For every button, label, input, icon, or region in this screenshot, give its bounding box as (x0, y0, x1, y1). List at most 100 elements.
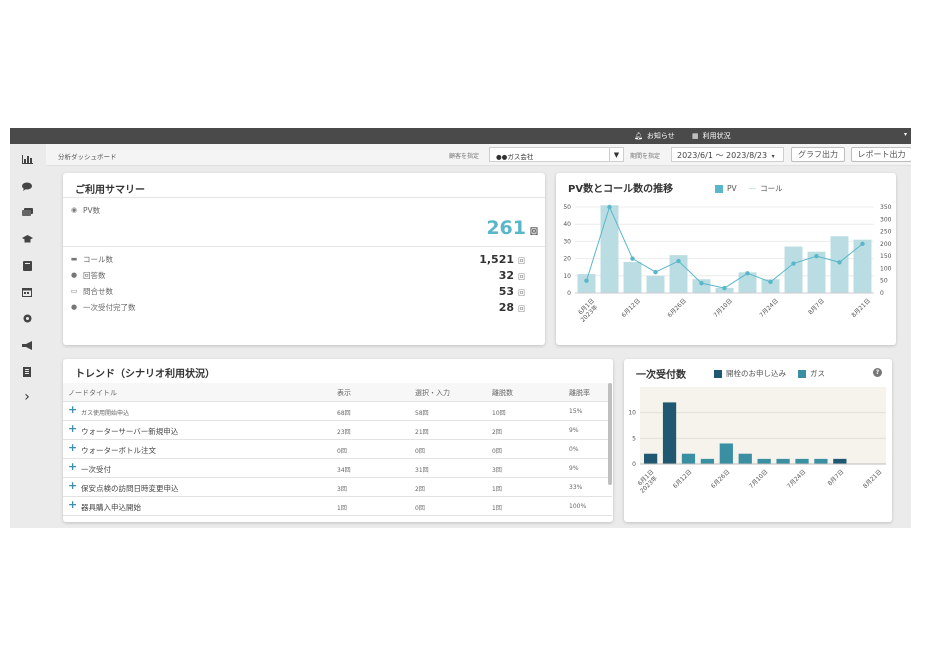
table-scrollbar[interactable] (608, 383, 612, 485)
summary-row-number: 28 (498, 300, 514, 314)
node-title: ウォーターボトル注文 (81, 446, 156, 455)
cell-shown: 1回 (337, 505, 347, 512)
y-tick-left: 50 (563, 204, 571, 211)
expand-plus-icon[interactable]: + (68, 403, 78, 416)
pv-bar (623, 262, 642, 293)
y-tick-left: 10 (563, 273, 571, 280)
document-icon[interactable] (21, 366, 33, 378)
usage-label: 利用状況 (702, 132, 731, 140)
summary-row-value: 1,521 回 (479, 253, 525, 266)
expand-plus-icon[interactable]: + (68, 422, 78, 435)
usage-link[interactable]: ▦ 利用状況 (692, 131, 731, 141)
expand-plus-icon[interactable]: + (68, 479, 78, 492)
pv-chart-title: PV数とコール数の推移 (568, 184, 674, 195)
chevron-right-icon[interactable]: › (24, 389, 30, 405)
top-bar: 🔔︎ お知らせ ▦ 利用状況 ▾ (10, 128, 911, 144)
message-icon[interactable] (21, 206, 33, 218)
call-point (676, 258, 681, 264)
cell-selected: 31回 (415, 467, 429, 474)
cell-shown: 23回 (337, 429, 351, 436)
chat-icon: ▬ (70, 255, 78, 263)
cell-rate: 9% (569, 465, 579, 472)
summary-row-label: コール数 (83, 254, 113, 264)
summary-panel: ご利用サマリー ◉ PV数 261 回 ▬ コール数 1,521 回 ● 回答数 32 回 ▭ 問合… (63, 173, 545, 345)
table-row[interactable]: + ウォーターサーバー新規申込 23回 21回 2回 9% (63, 421, 612, 440)
pv-number: 261 (486, 217, 526, 239)
period-caret-icon: ▾ (771, 153, 775, 160)
chat-icon[interactable] (21, 180, 33, 192)
mail-icon: ▭ (70, 287, 78, 295)
x-tick: 7月24日 (758, 297, 780, 319)
filter-bar: 分析ダッシュボード 顧客を指定 ●●ガス会社 ▼ 期間を指定 2023/6/1 … (46, 144, 911, 166)
expand-plus-icon[interactable]: + (68, 498, 78, 511)
open-bar (662, 402, 677, 464)
table-row[interactable]: + 保安点検の訪問日時変更申込 3回 2回 1回 33% (63, 478, 612, 497)
cell-exits: 2回 (492, 429, 502, 436)
cell-rate: 33% (569, 484, 583, 491)
summary-row-number: 32 (498, 268, 514, 282)
user-check-icon: ● (70, 303, 78, 311)
table-row[interactable]: + ガス使用開始申込 68回 58回 10回 15% (63, 402, 612, 421)
gas-bar (757, 458, 771, 464)
menu-caret-icon[interactable]: ▾ (903, 131, 907, 138)
pv-value: 261 回 (486, 217, 538, 239)
column-header[interactable]: 離脱率 (569, 389, 590, 397)
y-tick-right: 0 (880, 290, 884, 297)
legend-gas-label: ガス (810, 369, 825, 378)
megaphone-icon[interactable] (21, 339, 33, 351)
cell-shown: 34回 (337, 467, 351, 474)
column-header[interactable]: 表示 (337, 389, 351, 397)
y-tick: 10 (628, 410, 636, 417)
expand-plus-icon[interactable]: + (68, 441, 78, 454)
location-icon[interactable] (21, 313, 33, 325)
pv-bar (646, 275, 665, 293)
pv-bar (715, 287, 734, 293)
bar-chart-icon[interactable] (21, 153, 33, 165)
period-filter-label: 期間を指定 (630, 153, 661, 160)
notice-label: お知らせ (646, 132, 675, 140)
report-export-button[interactable]: レポート出力 (851, 147, 911, 162)
y-tick-right: 350 (880, 204, 892, 211)
help-icon[interactable]: ? (873, 368, 882, 377)
pv-bar (807, 251, 826, 293)
company-select-value: ●●ガス会社 (496, 153, 534, 161)
pv-bar (577, 274, 596, 293)
table-row[interactable]: + 器具購入申込開始 1回 0回 1回 100% (63, 497, 612, 516)
divider (63, 246, 545, 247)
graduation-icon[interactable] (21, 233, 33, 245)
call-point (584, 278, 589, 283)
column-header[interactable]: 選択・入力 (415, 389, 450, 397)
x-tick: 6月1日2023年 (634, 468, 660, 494)
y-tick-right: 50 (880, 278, 888, 285)
notebook-icon[interactable] (21, 260, 33, 272)
pv-chart-legend: PV — コール (715, 183, 783, 194)
table-row[interactable]: + ウォーターボトル注文 0回 0回 0回 0% (63, 440, 612, 459)
period-picker[interactable]: 2023/6/1 〜 2023/8/23 ▾ (671, 147, 784, 162)
summary-row-value: 32 回 (499, 269, 525, 282)
pv-call-chart-panel: PV数とコール数の推移 PV — コール 0 10 20 30 40 50 0 50 100 15… (556, 173, 896, 345)
node-title: 器具購入申込開始 (81, 503, 141, 512)
pv-bar (761, 279, 780, 293)
chevron-down-icon[interactable]: ▼ (609, 148, 623, 161)
pv-call-chart: 0 10 20 30 40 50 0 50 100 150 200 250 300 350 6月1日2023… (563, 204, 892, 324)
column-header[interactable]: ノードタイトル (68, 389, 117, 397)
y-tick-right: 100 (880, 265, 892, 272)
user-icon: ● (70, 271, 78, 279)
graph-export-button[interactable]: グラフ出力 (791, 147, 845, 162)
pv-row: ◉ PV数 (69, 203, 535, 217)
y-tick-right: 150 (880, 253, 892, 260)
x-tick: 7月10日 (748, 468, 770, 490)
first-reception-title: 一次受付数 (636, 370, 686, 381)
table-row[interactable]: + 一次受付 34回 31回 3回 9% (63, 459, 612, 478)
period-value: 2023/6/1 〜 2023/8/23 (677, 151, 768, 160)
gas-bar (814, 458, 828, 464)
calendar-icon[interactable] (21, 286, 33, 298)
cell-rate: 0% (569, 446, 579, 453)
node-title: ガス使用開始申込 (81, 410, 130, 417)
notice-link[interactable]: 🔔︎ お知らせ (634, 131, 675, 141)
cell-selected: 21回 (415, 429, 429, 436)
expand-plus-icon[interactable]: + (68, 460, 78, 473)
summary-title: ご利用サマリー (75, 185, 145, 196)
company-select[interactable]: ●●ガス会社 ▼ (489, 147, 624, 162)
column-header[interactable]: 離脱数 (492, 389, 513, 397)
